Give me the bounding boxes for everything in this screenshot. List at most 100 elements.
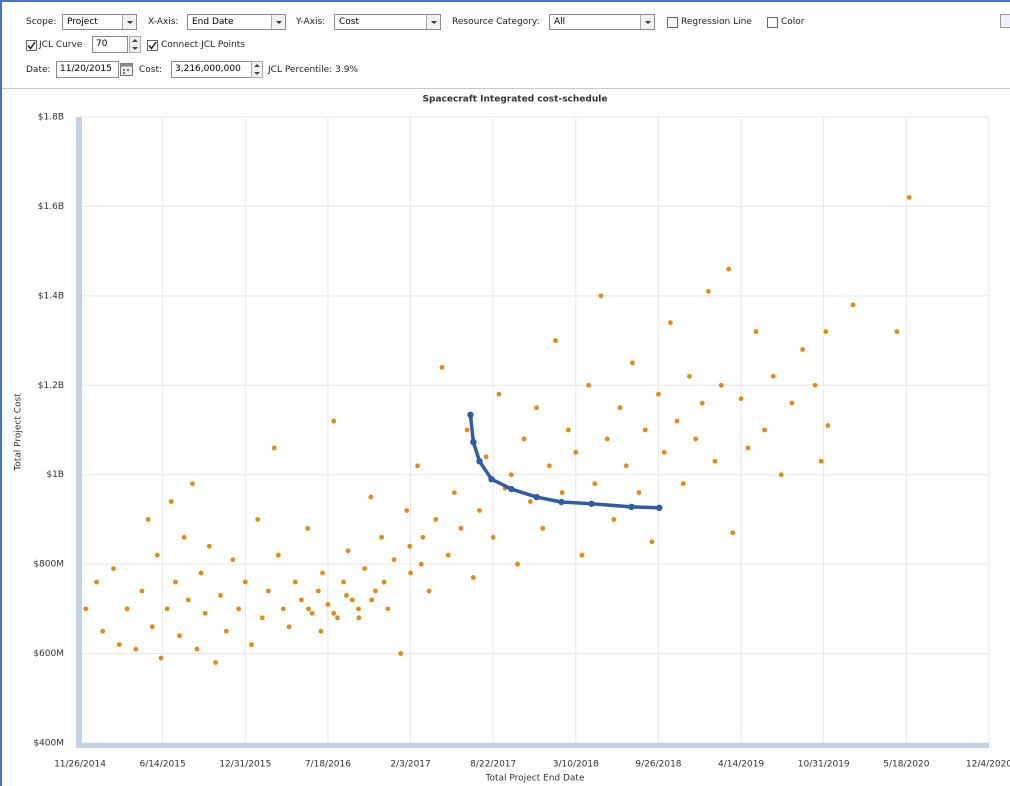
data-point bbox=[177, 633, 182, 639]
grid bbox=[79, 116, 990, 744]
data-point bbox=[280, 606, 286, 612]
data-point bbox=[194, 646, 200, 652]
data-point bbox=[111, 566, 116, 572]
data-point bbox=[818, 458, 824, 464]
data-point bbox=[249, 642, 254, 648]
data-point bbox=[320, 570, 325, 576]
data-point bbox=[223, 628, 229, 634]
y-tick-label: $600M bbox=[33, 649, 64, 659]
data-point bbox=[894, 329, 900, 335]
dropdown-arrow[interactable] bbox=[640, 15, 654, 29]
data-point bbox=[236, 606, 242, 612]
jcl-point bbox=[470, 438, 477, 446]
y-tick-label: $1.8B bbox=[38, 113, 64, 123]
label: Regression Line bbox=[681, 17, 752, 27]
jcl-curve bbox=[468, 414, 660, 510]
data-point bbox=[674, 418, 680, 424]
data-point bbox=[656, 391, 661, 397]
jcl-point bbox=[588, 500, 595, 507]
y-axis bbox=[76, 117, 82, 747]
dropdown-arrow[interactable] bbox=[271, 15, 285, 29]
dropdown[interactable]: All bbox=[549, 14, 655, 30]
data-point bbox=[573, 449, 579, 455]
data-point bbox=[100, 628, 106, 634]
data-point bbox=[712, 458, 718, 464]
data-point bbox=[345, 548, 351, 554]
dropdown-arrow[interactable] bbox=[426, 15, 440, 29]
y-tick-label: $1B bbox=[46, 470, 64, 480]
y-tick-label: $1.2B bbox=[38, 381, 64, 391]
data-point bbox=[133, 646, 139, 652]
data-point bbox=[433, 517, 439, 522]
chart-title: Spacecraft Integrated cost-schedule bbox=[423, 95, 608, 105]
dropdown-value: Project bbox=[67, 17, 98, 27]
data-point bbox=[408, 570, 413, 576]
spinner[interactable] bbox=[129, 36, 141, 53]
data-point bbox=[356, 606, 361, 612]
label: Cost: bbox=[139, 65, 163, 75]
data-point bbox=[325, 601, 331, 607]
data-point bbox=[642, 427, 648, 433]
data-point bbox=[198, 570, 204, 576]
number-input[interactable]: 70 bbox=[92, 36, 128, 53]
data-point bbox=[534, 405, 539, 411]
data-point bbox=[426, 588, 432, 594]
data-point bbox=[202, 610, 208, 616]
icon-button[interactable] bbox=[1000, 14, 1010, 28]
y-tick-label: $1.6B bbox=[38, 202, 64, 212]
data-point bbox=[623, 463, 629, 469]
data-point bbox=[335, 615, 340, 621]
data-point bbox=[699, 400, 705, 406]
data-point bbox=[693, 436, 699, 442]
data-point bbox=[477, 508, 482, 513]
data-point bbox=[458, 525, 464, 531]
data-point bbox=[181, 534, 187, 540]
checkbox[interactable] bbox=[667, 17, 678, 28]
dropdown-arrow[interactable] bbox=[122, 15, 136, 29]
data-point bbox=[185, 597, 191, 603]
data-point bbox=[553, 338, 558, 343]
data-point bbox=[373, 588, 378, 594]
x-tick-label: 10/31/2019 bbox=[798, 760, 850, 770]
data-point bbox=[356, 615, 362, 621]
label: Resource Category: bbox=[452, 17, 540, 27]
data-point bbox=[189, 481, 195, 487]
data-point bbox=[154, 552, 160, 558]
dropdown-value: End Date bbox=[192, 17, 234, 27]
data-point bbox=[546, 463, 552, 469]
data-point bbox=[292, 579, 298, 585]
dropdown[interactable]: Project bbox=[62, 14, 137, 30]
data-point bbox=[218, 593, 223, 598]
date-input[interactable]: 11/20/2015 bbox=[56, 61, 119, 78]
checkbox[interactable] bbox=[147, 40, 158, 51]
data-point bbox=[158, 655, 164, 661]
data-point bbox=[668, 320, 673, 326]
spinner[interactable] bbox=[251, 61, 263, 78]
dropdown[interactable]: Cost bbox=[334, 14, 441, 30]
checkbox[interactable] bbox=[767, 17, 778, 28]
data-point bbox=[255, 517, 261, 522]
dropdown[interactable]: End Date bbox=[187, 14, 286, 30]
data-point bbox=[420, 534, 426, 540]
data-point bbox=[470, 575, 476, 580]
cost-input[interactable]: 3,216,000,000 bbox=[171, 61, 252, 78]
data-point bbox=[341, 579, 347, 585]
data-point bbox=[379, 534, 385, 540]
x-tick-label: 11/26/2014 bbox=[54, 760, 106, 770]
data-point bbox=[745, 445, 751, 451]
data-point bbox=[286, 624, 292, 630]
data-point bbox=[275, 552, 281, 558]
data-point bbox=[349, 597, 355, 603]
data-point bbox=[521, 436, 527, 442]
checkbox[interactable] bbox=[26, 40, 37, 51]
data-point bbox=[305, 525, 311, 531]
data-point bbox=[331, 418, 337, 424]
x-tick-label: 12/31/2015 bbox=[219, 760, 271, 770]
data-point bbox=[381, 579, 387, 585]
calendar-icon[interactable] bbox=[120, 62, 133, 76]
data-point bbox=[730, 530, 736, 536]
data-point bbox=[445, 552, 451, 558]
data-point bbox=[738, 396, 744, 402]
x-axis bbox=[76, 743, 989, 748]
data-point bbox=[508, 472, 514, 478]
